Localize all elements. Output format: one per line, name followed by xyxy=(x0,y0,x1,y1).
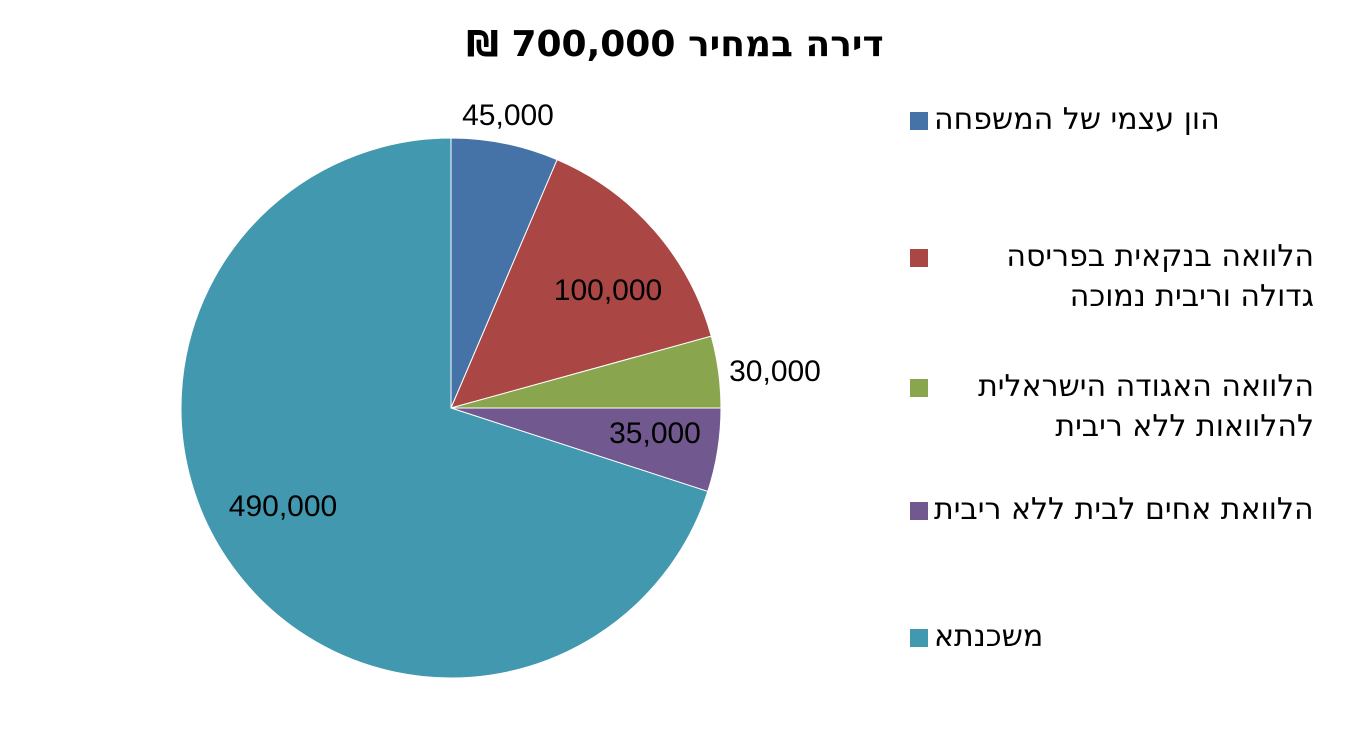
legend-label: הלוואה האגודה הישראלית להלוואות ללא ריבי… xyxy=(978,369,1314,444)
data-label: 35,000 xyxy=(609,417,701,450)
legend-item: הלוואה בנקאית בפריסה גדולה וריבית נמוכה xyxy=(910,237,1314,317)
legend-swatch xyxy=(910,502,928,520)
legend-swatch xyxy=(910,112,928,130)
data-label: 30,000 xyxy=(729,355,821,388)
pie: 45,000 100,000 30,000 35,000 490,000 xyxy=(180,99,821,679)
pie-slice xyxy=(450,159,712,409)
data-label: 45,000 xyxy=(462,99,554,132)
legend-swatch xyxy=(910,629,928,647)
pie-slice xyxy=(180,137,709,679)
legend-label: הון עצמי של המשפחה xyxy=(934,102,1220,137)
legend-swatch xyxy=(910,249,928,267)
legend-label: הלוואת אחים לבית ללא ריבית xyxy=(934,492,1314,527)
legend-label: משכנתא xyxy=(934,619,1044,654)
legend-item: הלוואת אחים לבית ללא ריבית xyxy=(910,490,1314,530)
data-label: 100,000 xyxy=(554,274,662,307)
legend-item: הלוואה האגודה הישראלית להלוואות ללא ריבי… xyxy=(910,367,1314,447)
data-label: 490,000 xyxy=(229,490,337,523)
chart-title: דירה במחיר 700,000 ₪ xyxy=(466,24,883,65)
legend-item: משכנתא xyxy=(910,617,1043,657)
legend-label: הלוואה בנקאית בפריסה גדולה וריבית נמוכה xyxy=(1006,239,1314,314)
legend-item: הון עצמי של המשפחה xyxy=(910,100,1220,140)
legend-swatch xyxy=(910,379,928,397)
